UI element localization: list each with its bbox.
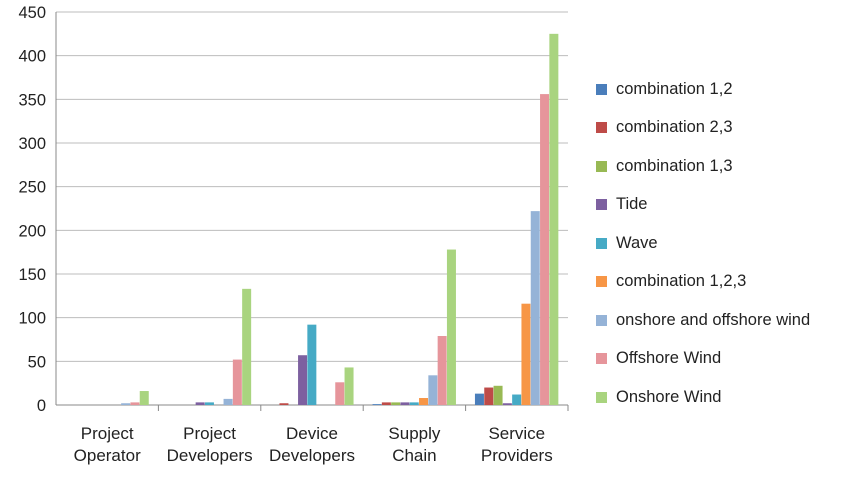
x-category-label: Developers	[269, 446, 355, 465]
legend: combination 1,2 combination 2,3 combinatio…	[596, 70, 850, 417]
bar	[335, 382, 345, 405]
legend-label: combination 1,2	[616, 79, 733, 98]
bar	[381, 402, 391, 405]
legend-item: combination 1,3	[596, 147, 850, 186]
legend-swatch	[596, 160, 607, 172]
legend-swatch	[596, 237, 607, 249]
bar	[223, 398, 233, 405]
y-tick-label: 100	[18, 310, 46, 328]
legend-item: Wave	[596, 224, 850, 263]
bar	[530, 211, 540, 405]
legend-swatch	[596, 199, 607, 211]
legend-item: combination 1,2,3	[596, 263, 850, 302]
bar	[474, 393, 484, 405]
legend-label: Tide	[616, 195, 648, 214]
bar	[130, 402, 140, 405]
bar	[372, 404, 382, 405]
bar	[446, 249, 456, 405]
legend-item: combination 1,2	[596, 70, 850, 109]
x-category-label: Project	[81, 424, 134, 443]
legend-label: combination 1,3	[616, 156, 733, 175]
legend-swatch	[596, 276, 607, 288]
bar	[484, 387, 494, 405]
bar	[204, 402, 214, 405]
bar	[540, 94, 550, 406]
y-tick-label: 350	[18, 91, 46, 109]
bar	[419, 398, 429, 405]
y-tick-label: 400	[18, 48, 46, 66]
bar	[121, 403, 131, 405]
bar	[232, 359, 242, 405]
bar	[391, 402, 401, 405]
bar	[502, 403, 512, 405]
y-tick-label: 50	[28, 353, 46, 371]
y-tick-label: 300	[18, 135, 46, 153]
bar	[139, 391, 149, 405]
x-category-label: Device	[286, 424, 338, 443]
bar	[195, 402, 205, 405]
y-tick-label: 150	[18, 266, 46, 284]
y-tick-label: 250	[18, 179, 46, 197]
legend-item: onshore and offshore wind	[596, 301, 850, 340]
bar	[298, 355, 308, 405]
legend-swatch	[596, 391, 607, 403]
legend-label: Onshore Wind	[616, 387, 722, 406]
y-tick-label: 200	[18, 222, 46, 240]
bar	[409, 402, 419, 405]
bar	[242, 288, 252, 405]
legend-swatch	[596, 353, 607, 365]
x-category-label: Supply	[388, 424, 440, 443]
x-category-label: Project	[183, 424, 236, 443]
bar	[344, 367, 354, 405]
bar	[521, 303, 531, 405]
legend-item: combination 2,3	[596, 109, 850, 148]
legend-swatch	[596, 122, 607, 134]
bar	[512, 394, 522, 405]
legend-label: combination 2,3	[616, 118, 733, 137]
y-tick-label: 0	[37, 397, 46, 415]
legend-label: Wave	[616, 233, 658, 252]
legend-swatch	[596, 83, 607, 95]
legend-item: Onshore Wind	[596, 378, 850, 417]
x-category-label: Providers	[481, 446, 553, 465]
legend-label: onshore and offshore wind	[616, 310, 811, 329]
legend-swatch	[596, 314, 607, 326]
x-category-label: Service	[488, 424, 545, 443]
legend-item: Tide	[596, 186, 850, 225]
x-category-label: Operator	[74, 446, 141, 465]
bar	[400, 402, 410, 405]
x-category-label: Developers	[167, 446, 253, 465]
y-tick-label: 450	[18, 4, 46, 22]
legend-item: Offshore Wind	[596, 340, 850, 379]
bar	[493, 385, 503, 405]
bar	[279, 403, 289, 405]
bar	[549, 33, 559, 405]
bar	[437, 336, 447, 405]
x-category-label: Chain	[392, 446, 436, 465]
legend-label: combination 1,2,3	[616, 272, 747, 291]
bar	[428, 375, 438, 405]
bar	[307, 324, 317, 405]
legend-label: Offshore Wind	[616, 349, 722, 368]
